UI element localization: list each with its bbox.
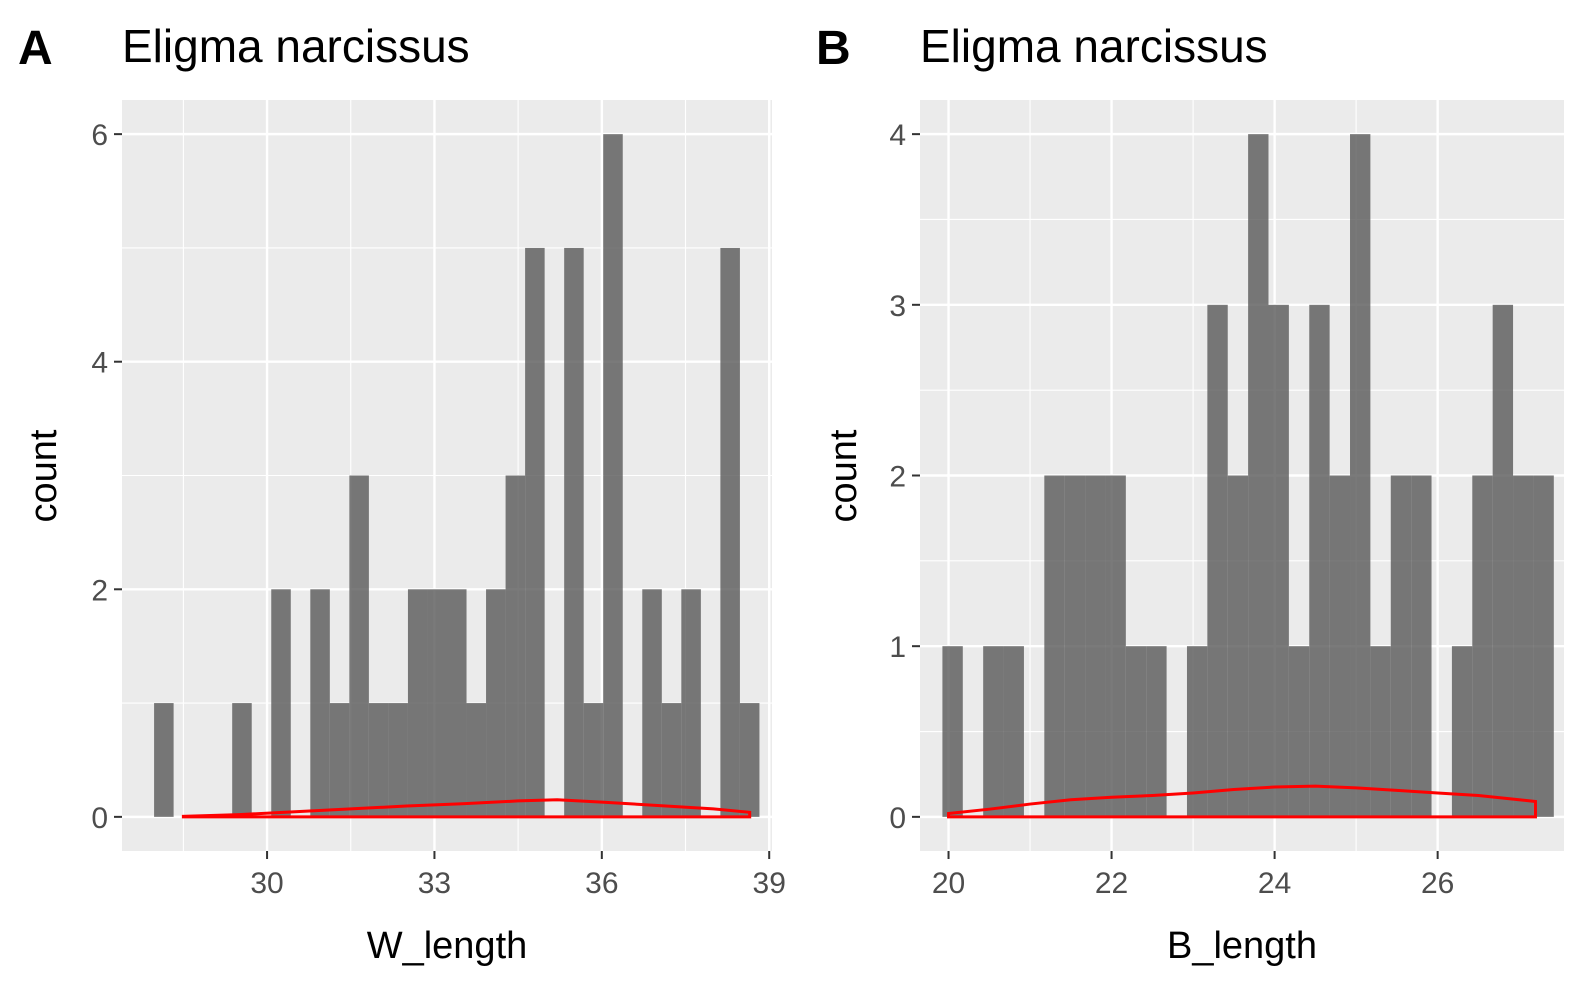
panel-b-bar: [1533, 475, 1554, 817]
panel-a-y-tick-label: 6: [91, 119, 108, 152]
panel-b-bar: [1411, 475, 1432, 817]
panel-b-bar: [983, 646, 1004, 817]
panel-a-bar: [739, 703, 760, 817]
panel-b-bar: [1472, 475, 1493, 817]
panel-b-x-axis: 20 22 24 26: [932, 851, 1454, 900]
panel-a-bar: [681, 589, 701, 817]
panel-b-y-axis: 0 1 2 3 4: [889, 119, 920, 835]
panel-a-bar: [447, 589, 467, 817]
panel-a-bars: [154, 134, 760, 817]
panel-b-y-tick-label: 4: [889, 119, 906, 152]
panel-a-tag: A: [18, 22, 53, 75]
panel-a-bar: [564, 247, 584, 817]
panel-b-bar: [1350, 134, 1371, 817]
panel-a-bar: [310, 589, 330, 817]
panel-b-x-tick-label: 26: [1421, 867, 1454, 900]
panel-b-bar: [1064, 475, 1086, 817]
panel-b: B Eligma narcissus 20 22 24 26 0 1 2 3 4 B_leng…: [816, 20, 1564, 967]
panel-b-bar: [1044, 475, 1065, 817]
panel-b-bar: [1492, 304, 1514, 817]
panel-a-bar: [466, 703, 487, 817]
panel-b-title: Eligma narcissus: [920, 20, 1268, 72]
panel-b-x-title: B_length: [1167, 925, 1317, 967]
panel-b-y-tick-label: 0: [889, 802, 906, 835]
panel-a-x-tick-label: 33: [418, 867, 451, 900]
panel-a-bar: [349, 475, 369, 817]
panel-a-bar: [427, 589, 447, 817]
panel-a-x-axis: 30 33 36 39: [250, 851, 786, 900]
panel-a-bar: [486, 589, 506, 817]
panel-a-y-tick-label: 0: [91, 802, 108, 835]
panel-a-title: Eligma narcissus: [122, 20, 470, 72]
panel-a-bar: [232, 703, 252, 817]
panel-a-y-tick-label: 2: [91, 574, 108, 607]
panel-b-y-tick-label: 3: [889, 290, 906, 323]
panel-a-y-axis: 0 2 4 6: [91, 119, 122, 835]
panel-b-density-curve: [947, 784, 1537, 819]
panel-a-y-title: count: [23, 429, 65, 522]
panel-b-bar: [942, 646, 963, 817]
panel-a-x-tick-label: 30: [250, 867, 283, 900]
panel-b-x-tick-label: 22: [1095, 867, 1128, 900]
panel-a-bar: [720, 247, 740, 817]
panel-a: A Eligma narcissus 30 33 36 39 0 2 4 6 W_lengt…: [18, 20, 786, 967]
panel-a-bar: [329, 703, 350, 817]
panel-a-x-tick-label: 36: [585, 867, 618, 900]
panel-b-bar: [1370, 646, 1391, 817]
panel-b-bar: [1227, 475, 1249, 817]
panel-b-bar: [1125, 646, 1147, 817]
panel-a-bar: [661, 703, 682, 817]
panel-b-bar: [1268, 304, 1289, 817]
panel-b-bar: [1309, 304, 1330, 817]
panel-a-bar: [154, 703, 174, 817]
panel-b-x-tick-label: 24: [1258, 867, 1291, 900]
panel-b-bar: [1207, 304, 1228, 817]
panel-a-x-tick-label: 39: [753, 867, 786, 900]
panel-a-bar: [603, 134, 623, 817]
panel-b-bar: [1105, 475, 1126, 817]
panel-a-bar: [525, 247, 545, 817]
panel-b-bar: [1248, 134, 1269, 817]
panel-b-bar: [1390, 475, 1412, 817]
panel-b-bar: [1288, 646, 1310, 817]
panel-a-bar: [368, 703, 389, 817]
panel-a-x-title: W_length: [367, 925, 528, 967]
panel-a-bar: [407, 589, 428, 817]
panel-a-bar: [642, 589, 662, 817]
panel-b-x-tick-label: 20: [932, 867, 965, 900]
panel-a-bar: [388, 703, 408, 817]
panel-b-bar: [1186, 646, 1208, 817]
panel-a-density-curve: [181, 798, 752, 819]
panel-b-bars: [942, 134, 1554, 817]
panel-b-bar: [1146, 646, 1167, 817]
panel-b-tag: B: [816, 22, 851, 75]
panel-b-bar: [1085, 475, 1106, 817]
panel-a-bar: [271, 589, 291, 817]
panel-b-bar: [1513, 475, 1534, 817]
panel-a-bar: [583, 703, 604, 817]
panel-b-bar: [1003, 646, 1024, 817]
panel-b-y-tick-label: 2: [889, 461, 906, 494]
panel-b-y-title: count: [823, 429, 865, 522]
panel-b-bar: [1451, 646, 1473, 817]
panel-a-bar: [505, 475, 526, 817]
panel-b-y-tick-label: 1: [889, 631, 906, 664]
panel-b-bar: [1329, 475, 1351, 817]
panel-a-y-tick-label: 4: [91, 347, 108, 380]
